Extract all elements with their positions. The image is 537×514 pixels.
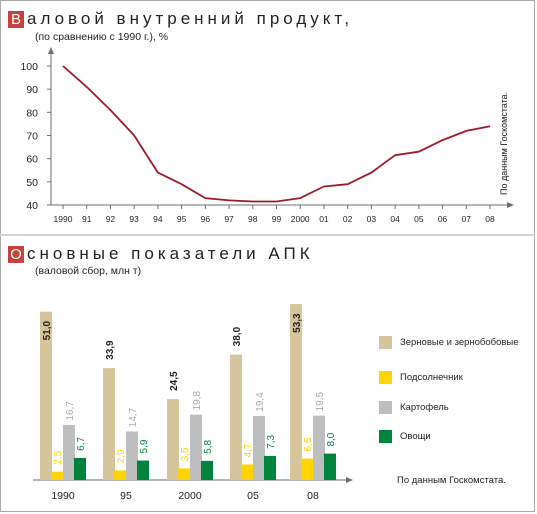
apk-category-label: 05 [247, 490, 259, 502]
bar-label-potato: 16,7 [65, 401, 76, 421]
gdp-x-tick-label: 97 [224, 214, 234, 224]
bar-label-potato: 19,5 [315, 391, 326, 411]
gdp-x-tick-label: 04 [390, 214, 400, 224]
bar-label-sunflower: 2,9 [116, 449, 127, 463]
gdp-y-tick-label: 90 [26, 84, 38, 96]
bar-label-vegetables: 6,7 [76, 437, 87, 451]
gdp-y-tick-label: 80 [26, 107, 38, 119]
gdp-x-tick-label: 92 [106, 214, 116, 224]
bar-label-sunflower: 6,5 [303, 437, 314, 451]
gdp-x-tick-label: 2000 [291, 214, 310, 224]
bar-label-grain: 33,9 [105, 340, 116, 360]
bar-vegetables [324, 453, 336, 480]
gdp-x-tick-label: 05 [414, 214, 424, 224]
gdp-x-tick-label: 07 [462, 214, 472, 224]
bar-vegetables [137, 460, 149, 480]
gdp-source: По данным Госкомстата. [499, 92, 509, 195]
bar-vegetables [201, 460, 213, 480]
bar-grain [40, 311, 52, 480]
bar-label-grain: 24,5 [169, 371, 180, 391]
gdp-line-chart: 40 50 60 70 80 90 100 1990 91 92 93 94 95 96 97 98 99 200… [20, 47, 514, 224]
gdp-x-tick-label: 93 [129, 214, 139, 224]
gdp-y-tick-label: 60 [26, 154, 38, 166]
bar-grain [290, 304, 302, 480]
bar-vegetables [264, 455, 276, 480]
apk-category-label: 2000 [178, 490, 202, 502]
gdp-x-tick-label: 94 [153, 214, 163, 224]
bar-sunflower [178, 468, 190, 480]
bar-potato [126, 431, 138, 480]
bar-label-vegetables: 7,3 [266, 435, 277, 449]
gdp-x-tick-label: 08 [485, 214, 495, 224]
apk-category-label: 1990 [51, 490, 75, 502]
bar-grain [167, 399, 179, 480]
bar-label-vegetables: 5,9 [139, 439, 150, 453]
gdp-x-tick-label: 99 [272, 214, 282, 224]
apk-x-axis-arrow [346, 477, 353, 483]
bar-label-sunflower: 4,7 [243, 443, 254, 457]
bar-potato [190, 414, 202, 480]
gdp-y-tick-label: 100 [20, 61, 38, 73]
bar-label-potato: 19,4 [255, 392, 266, 412]
bar-label-vegetables: 5,8 [203, 439, 214, 453]
gdp-y-tick-label: 40 [26, 200, 38, 212]
legend-label-vegetables: Овощи [400, 431, 431, 442]
apk-title-initial: О [8, 246, 24, 263]
apk-bar-chart: 51,0 2,5 16,7 6,7 1990 33,9 2,9 14,7 5,9 95 24,5 3,… [33, 304, 353, 502]
bar-potato [313, 415, 325, 480]
gdp-subtitle: (по сравнению с 1990 г.), % [35, 31, 169, 43]
apk-subtitle: (валовой сбор, млн т) [35, 265, 142, 277]
gdp-x-tick-label: 03 [367, 214, 377, 224]
gdp-x-tick-label: 1990 [54, 214, 73, 224]
apk-source: По данным Госкомстата. [397, 475, 506, 486]
bar-sunflower [301, 458, 313, 480]
legend-label-grain: Зерновые и зернобобовые [400, 337, 519, 348]
legend-label-potato: Картофель [400, 402, 449, 413]
gdp-x-tick-label: 06 [438, 214, 448, 224]
bar-sunflower [51, 471, 63, 480]
bar-vegetables [74, 457, 86, 480]
bar-sunflower [241, 464, 253, 480]
bar-label-grain: 38,0 [232, 326, 243, 346]
gdp-y-tick-label: 70 [26, 131, 38, 143]
bar-label-sunflower: 3,5 [180, 447, 191, 461]
bar-sunflower [114, 470, 126, 480]
gdp-x-tick-label: 96 [201, 214, 211, 224]
gdp-x-tick-label: 02 [343, 214, 353, 224]
gdp-x-tick-label: 95 [177, 214, 187, 224]
bar-label-sunflower: 2,5 [53, 450, 64, 464]
bar-potato [253, 415, 265, 480]
gdp-x-tick-label: 01 [319, 214, 329, 224]
legend-swatch-vegetables [379, 430, 392, 443]
bar-grain [103, 368, 115, 480]
gdp-title-text: аловой внутренний продукт, [27, 9, 354, 28]
legend-label-sunflower: Подсолнечник [400, 372, 463, 383]
gdp-x-axis-arrow [507, 202, 514, 208]
bar-label-potato: 14,7 [128, 407, 139, 427]
gdp-y-axis-arrow [48, 47, 54, 54]
gdp-title-initial: В [8, 11, 24, 28]
legend-swatch-sunflower [379, 371, 392, 384]
bar-grain [230, 354, 242, 480]
bar-potato [63, 424, 75, 480]
apk-title-text: сновные показатели АПК [27, 244, 314, 263]
apk-category-label: 95 [120, 490, 132, 502]
legend-swatch-potato [379, 401, 392, 414]
legend-swatch-grain [379, 336, 392, 349]
bar-label-grain: 53,3 [292, 313, 303, 333]
section-divider [0, 234, 535, 236]
bar-label-vegetables: 8,0 [326, 432, 337, 446]
gdp-x-tick-label: 98 [248, 214, 258, 224]
gdp-x-tick-label: 91 [82, 214, 92, 224]
apk-category-label: 08 [307, 490, 319, 502]
gdp-series-line [62, 65, 491, 203]
bar-label-potato: 19,8 [192, 390, 203, 410]
gdp-y-tick-label: 50 [26, 177, 38, 189]
bar-label-grain: 51,0 [42, 321, 53, 341]
